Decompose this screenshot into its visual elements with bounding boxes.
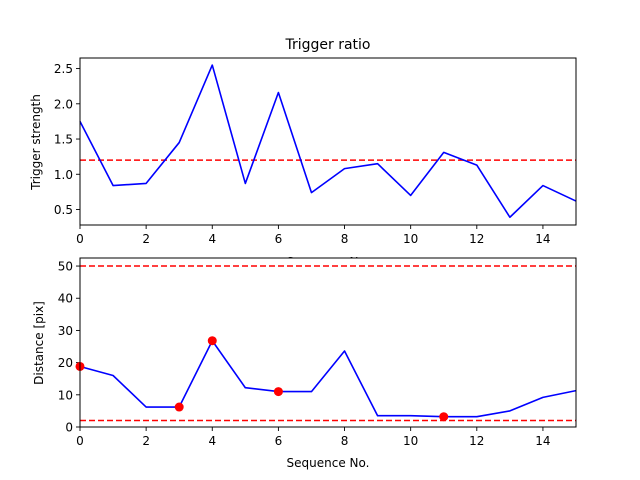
- x-tick-label: 14: [535, 434, 550, 448]
- x-tick-label: 14: [535, 232, 550, 246]
- y-axis-label: Trigger strength: [29, 94, 43, 191]
- series-line: [79, 64, 577, 219]
- plot-background: [80, 258, 576, 427]
- y-tick-label: 1.0: [54, 168, 73, 182]
- threshold-lines: [80, 265, 576, 422]
- x-tick-label: 8: [341, 434, 349, 448]
- x-tick-label: 0: [76, 232, 84, 246]
- y-tick-label: 50: [58, 260, 73, 274]
- x-tick-label: 6: [275, 232, 283, 246]
- x-tick-label: 0: [76, 434, 84, 448]
- y-tick-label: 0.5: [54, 203, 73, 217]
- axis-ticks: 0 2 4 6 8 10 12 14 0 10 20 30 40 50: [58, 260, 551, 448]
- plot-frame: [79, 57, 577, 226]
- plot-frame: [79, 257, 577, 428]
- data-point-marker: [174, 402, 184, 412]
- x-tick-label: 4: [208, 434, 216, 448]
- x-tick-label: 12: [469, 232, 484, 246]
- y-tick-label: 1.5: [54, 133, 73, 147]
- x-tick-label: 8: [341, 232, 349, 246]
- y-tick-label: 0: [65, 421, 73, 435]
- x-tick-label: 12: [469, 434, 484, 448]
- x-tick-label: 10: [403, 434, 418, 448]
- series-markers: [75, 336, 449, 422]
- x-tick-label: 2: [142, 232, 150, 246]
- series-lines: [79, 339, 577, 418]
- y-tick-label: 30: [58, 324, 73, 338]
- y-tick-label: 20: [58, 356, 73, 370]
- data-point-marker: [439, 412, 449, 422]
- series-line: [79, 339, 577, 418]
- y-axis-label: Distance [pix]: [32, 301, 46, 385]
- series-lines: [79, 64, 577, 219]
- chart-title: Trigger ratio: [284, 37, 370, 53]
- subplot-distance: Distance [pix] 0 2 4 6 8 10 12 14 0 10 20 30 40 50 Se…: [32, 257, 577, 470]
- x-tick-label: 6: [275, 434, 283, 448]
- x-axis-label: Sequence No.: [287, 456, 370, 470]
- y-tick-label: 10: [58, 388, 73, 402]
- x-tick-label: 2: [142, 434, 150, 448]
- y-tick-label: 2.0: [54, 97, 73, 111]
- x-tick-label: 4: [208, 232, 216, 246]
- axis-ticks: 0 2 4 6 8 10 12 14 0.5 1.0 1.5 2.0 2.5: [54, 62, 551, 246]
- data-point-marker: [273, 387, 283, 397]
- data-point-marker: [207, 336, 217, 346]
- y-tick-label: 40: [58, 292, 73, 306]
- y-tick-label: 2.5: [54, 62, 73, 76]
- x-tick-label: 10: [403, 232, 418, 246]
